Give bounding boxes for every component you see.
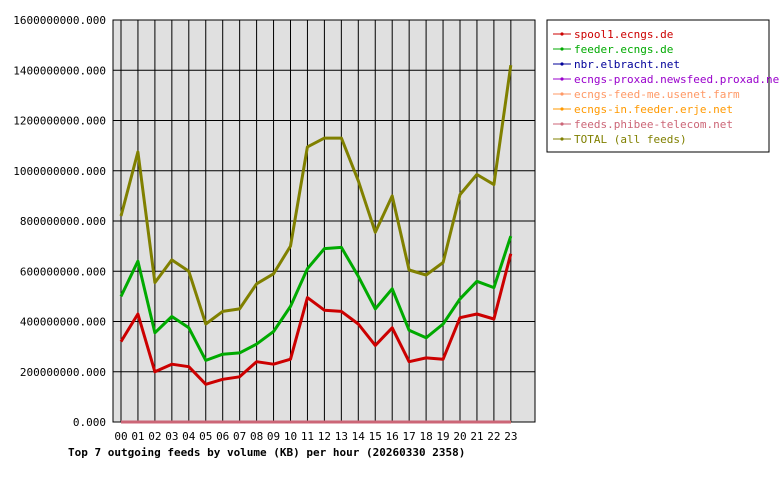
x-tick-label: 18 xyxy=(419,430,432,443)
y-axis-ticks: 0.000 200000000.000 400000000.000 600000000… xyxy=(13,14,106,429)
y-tick-label: 1600000000.000 xyxy=(13,14,106,27)
x-tick-label: 08 xyxy=(250,430,263,443)
x-tick-label: 19 xyxy=(436,430,449,443)
x-tick-label: 03 xyxy=(165,430,178,443)
x-tick-label: 10 xyxy=(284,430,297,443)
x-tick-label: 23 xyxy=(504,430,517,443)
x-tick-label: 07 xyxy=(233,430,246,443)
y-tick-label: 1200000000.000 xyxy=(13,115,106,128)
legend-entry: nbr.elbracht.net xyxy=(574,58,680,71)
x-tick-label: 05 xyxy=(199,430,212,443)
x-tick-label: 01 xyxy=(131,430,144,443)
legend-entry: ecngs-feed-me.usenet.farm xyxy=(574,88,740,101)
x-tick-label: 14 xyxy=(352,430,366,443)
x-tick-label: 02 xyxy=(148,430,161,443)
x-tick-label: 16 xyxy=(386,430,399,443)
legend-marker xyxy=(560,122,564,126)
x-tick-label: 13 xyxy=(335,430,348,443)
x-tick-label: 22 xyxy=(487,430,500,443)
legend: spool1.ecngs.de feeder.ecngs.de nbr.elbrac… xyxy=(546,19,780,153)
series-line-7 xyxy=(119,64,513,326)
x-tick-label: 21 xyxy=(470,430,483,443)
x-tick-label: 00 xyxy=(114,430,127,443)
legend-marker xyxy=(560,92,564,96)
y-tick-label: 600000000.000 xyxy=(20,265,106,278)
legend-entry: ecngs-in.feeder.erje.net xyxy=(574,103,733,116)
x-tick-label: 20 xyxy=(453,430,466,443)
legend-marker xyxy=(560,47,564,51)
x-tick-label: 11 xyxy=(301,430,314,443)
legend-marker xyxy=(560,107,564,111)
series-line-1 xyxy=(119,235,513,362)
y-tick-label: 1000000000.000 xyxy=(13,165,106,178)
legend-marker xyxy=(560,77,564,81)
x-tick-label: 12 xyxy=(318,430,331,443)
x-tick-label: 04 xyxy=(182,430,196,443)
y-tick-label: 800000000.000 xyxy=(20,215,106,228)
series-line-0 xyxy=(119,253,513,386)
legend-entry: spool1.ecngs.de xyxy=(574,28,673,41)
legend-entry: TOTAL (all feeds) xyxy=(574,133,687,146)
legend-entry: feeds.phibee-telecom.net xyxy=(574,118,733,131)
x-axis-ticks: 00 01 02 03 04 05 06 07 08 09 10 11 12 13 14 15 16 17 18 19… xyxy=(114,430,517,443)
x-tick-label: 09 xyxy=(267,430,280,443)
legend-entry: ecngs-proxad.newsfeed.proxad.net xyxy=(574,73,780,86)
y-tick-label: 0.000 xyxy=(73,416,106,429)
legend-marker xyxy=(560,62,564,66)
legend-entry: feeder.ecngs.de xyxy=(574,43,673,56)
series-lines xyxy=(119,64,513,424)
legend-marker xyxy=(560,137,564,141)
y-tick-label: 200000000.000 xyxy=(20,366,106,379)
x-tick-label: 17 xyxy=(403,430,416,443)
chart-title: Top 7 outgoing feeds by volume (KB) per … xyxy=(68,446,465,459)
x-tick-label: 15 xyxy=(369,430,382,443)
y-tick-label: 400000000.000 xyxy=(20,316,106,329)
x-tick-label: 06 xyxy=(216,430,229,443)
y-tick-label: 1400000000.000 xyxy=(13,64,106,77)
legend-marker xyxy=(560,32,564,36)
legend-box xyxy=(546,19,770,153)
